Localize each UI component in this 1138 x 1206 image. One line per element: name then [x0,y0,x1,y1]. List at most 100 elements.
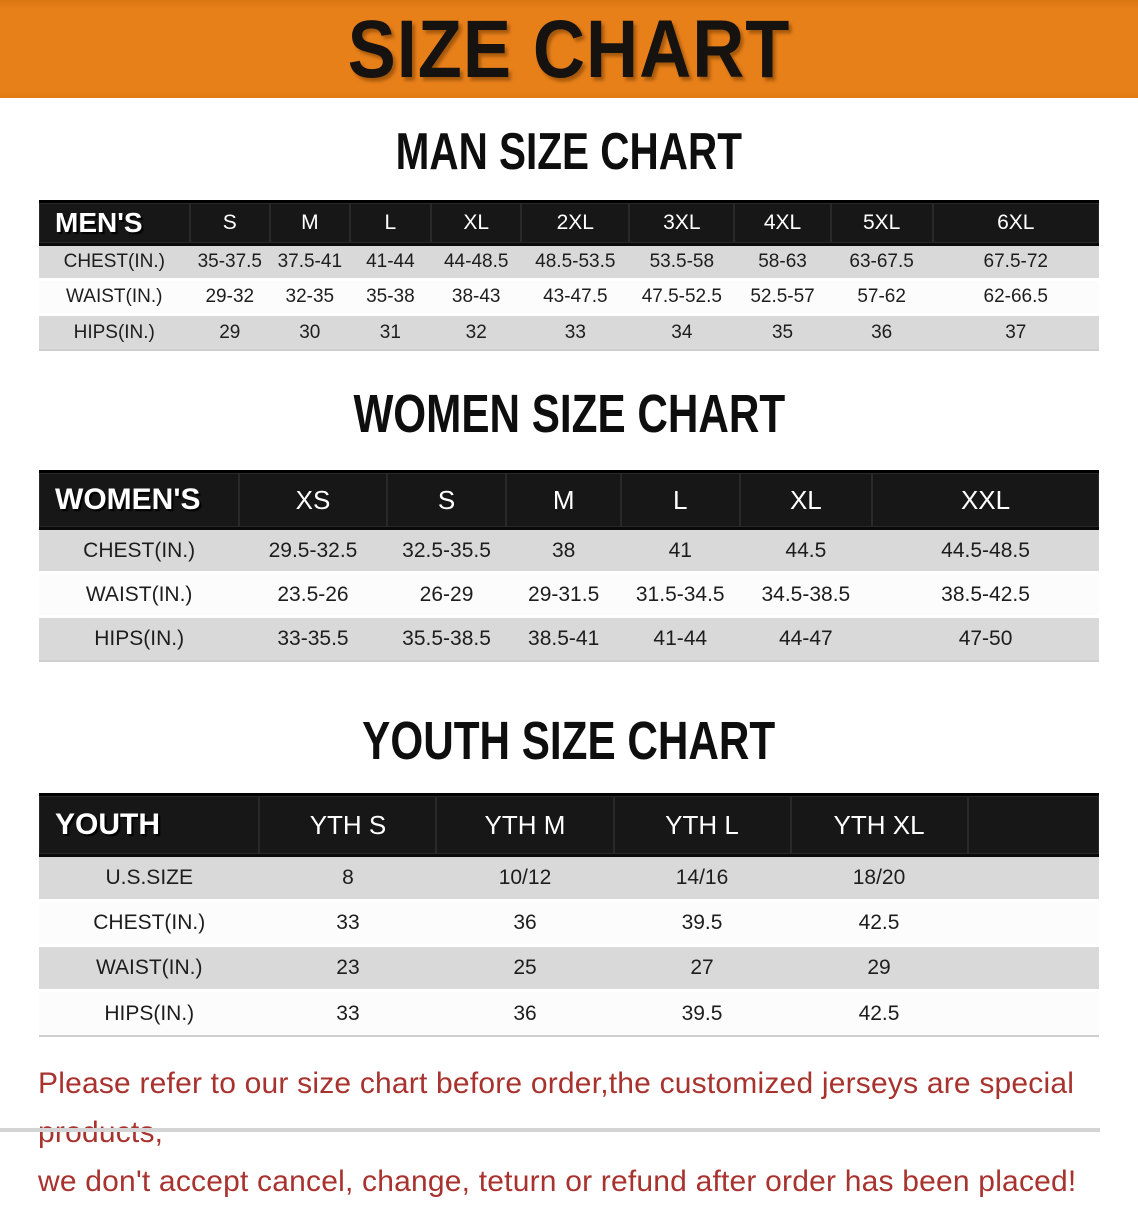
cell: 26-29 [386,574,507,618]
cell: 39.5 [613,992,791,1037]
header-row: MEN'S S M L XL 2XL 3XL 4XL 5XL 6XL [39,200,1099,246]
row-label: HIPS(IN.) [39,992,260,1037]
header-row: YOUTH YTH S YTH M YTH L YTH XL [39,793,1099,857]
row-label: HIPS(IN.) [39,316,190,351]
cell: 23 [259,947,437,992]
cell: 34 [629,316,735,351]
section-heading-text: MAN SIZE CHART [395,121,743,181]
table-row: WAIST(IN.) 29-32 32-35 35-38 38-43 43-47.5 47.… [39,281,1099,316]
bottom-divider [0,1128,1100,1132]
section-heading-men: MAN SIZE CHART [0,121,1138,181]
cell: 44-47 [739,618,873,662]
cell: 44-48.5 [431,246,522,281]
cell: 38.5-41 [506,618,621,662]
disclaimer-note: Please refer to our size chart before or… [38,1059,1138,1206]
cell: 35-38 [349,281,432,316]
column-header: L [620,470,740,530]
table-row: WAIST(IN.) 23 25 27 29 [39,947,1099,992]
table-row: CHEST(IN.) 33 36 39.5 42.5 [39,902,1099,947]
column-header: YTH XL [790,793,968,857]
cell: 27 [613,947,791,992]
cell: 39.5 [613,902,791,947]
cell-spacer [967,902,1099,947]
row-label: CHEST(IN.) [39,902,260,947]
cell-spacer [967,857,1099,902]
row-label: U.S.SIZE [39,857,260,902]
table-row: CHEST(IN.) 35-37.5 37.5-41 41-44 44-48.5 48.5… [39,246,1099,281]
table-row: CHEST(IN.) 29.5-32.5 32.5-35.5 38 41 44.5 44.5… [39,530,1099,574]
cell: 33 [259,902,437,947]
cell: 30 [270,316,350,351]
cell: 58-63 [734,246,831,281]
column-header: S [189,200,271,246]
cell: 32.5-35.5 [386,530,507,574]
size-chart-sections: MAN SIZE CHART MEN'S S M L XL 2XL 3XL 4XL 5XL 6XL C… [0,121,1138,1037]
cell: 36 [436,902,614,947]
cell: 47.5-52.5 [629,281,735,316]
cell: 37 [932,316,1099,351]
table-row: HIPS(IN.) 33-35.5 35.5-38.5 38.5-41 41-44 44-… [39,618,1099,662]
column-header: XL [739,470,873,530]
cell: 29-32 [189,281,271,316]
column-header-spacer [967,793,1099,857]
group-label-men: MEN'S [39,200,190,246]
cell: 36 [830,316,933,351]
cell: 53.5-58 [629,246,735,281]
size-table-wrap-youth: YOUTH YTH S YTH M YTH L YTH XL U.S.SIZE 8 10/12… [39,793,1099,1037]
section-heading-text: WOMEN SIZE CHART [353,384,785,445]
column-header: L [349,200,432,246]
cell: 48.5-53.5 [521,246,630,281]
section-heading-youth: YOUTH SIZE CHART [0,712,1138,771]
disclaimer-line-2: we don't accept cancel, change, teturn o… [38,1165,1077,1198]
column-header: YTH M [436,793,614,857]
cell: 35.5-38.5 [386,618,507,662]
size-table-wrap-women: WOMEN'S XS S M L XL XXL CHEST(IN.) 29.5-32.5 32.5… [39,470,1099,662]
cell: 31 [349,316,432,351]
cell: 35-37.5 [189,246,271,281]
column-header: XXL [872,470,1099,530]
banner-title: SIZE CHART [347,3,791,95]
section-heading-text: YOUTH SIZE CHART [362,711,776,772]
cell: 36 [436,992,614,1037]
cell: 8 [259,857,437,902]
cell: 29 [189,316,271,351]
cell: 41 [620,530,740,574]
row-label: WAIST(IN.) [39,947,260,992]
row-label: HIPS(IN.) [39,618,240,662]
table-row: HIPS(IN.) 33 36 39.5 42.5 [39,992,1099,1037]
cell: 35 [734,316,831,351]
size-table-youth: YOUTH YTH S YTH M YTH L YTH XL U.S.SIZE 8 10/12… [39,793,1099,1037]
group-label-youth: YOUTH [39,793,260,857]
cell: 29 [790,947,968,992]
table-row: WAIST(IN.) 23.5-26 26-29 29-31.5 31.5-34.5 34… [39,574,1099,618]
cell: 52.5-57 [734,281,831,316]
cell: 18/20 [790,857,968,902]
row-label: CHEST(IN.) [39,246,190,281]
table-row: HIPS(IN.) 29 30 31 32 33 34 35 36 37 [39,316,1099,351]
cell: 47-50 [872,618,1099,662]
column-header: XL [431,200,522,246]
column-header: 4XL [734,200,831,246]
cell: 63-67.5 [830,246,933,281]
cell: 32-35 [270,281,350,316]
cell: 38 [506,530,621,574]
group-label-women: WOMEN'S [39,470,240,530]
cell: 33 [259,992,437,1037]
cell: 44.5 [739,530,873,574]
cell: 42.5 [790,902,968,947]
cell: 41-44 [620,618,740,662]
cell: 33-35.5 [239,618,387,662]
cell: 43-47.5 [521,281,630,316]
cell: 25 [436,947,614,992]
cell-spacer [967,992,1099,1037]
cell: 41-44 [349,246,432,281]
size-table-women: WOMEN'S XS S M L XL XXL CHEST(IN.) 29.5-32.5 32.5… [39,470,1099,662]
cell-spacer [967,947,1099,992]
cell: 38.5-42.5 [872,574,1099,618]
column-header: XS [239,470,387,530]
size-table-men: MEN'S S M L XL 2XL 3XL 4XL 5XL 6XL CHEST(IN.) 35-37… [39,200,1099,351]
cell: 62-66.5 [932,281,1099,316]
size-table-wrap-men: MEN'S S M L XL 2XL 3XL 4XL 5XL 6XL CHEST(IN.) 35-37… [39,200,1099,351]
cell: 44.5-48.5 [872,530,1099,574]
column-header: 3XL [629,200,735,246]
